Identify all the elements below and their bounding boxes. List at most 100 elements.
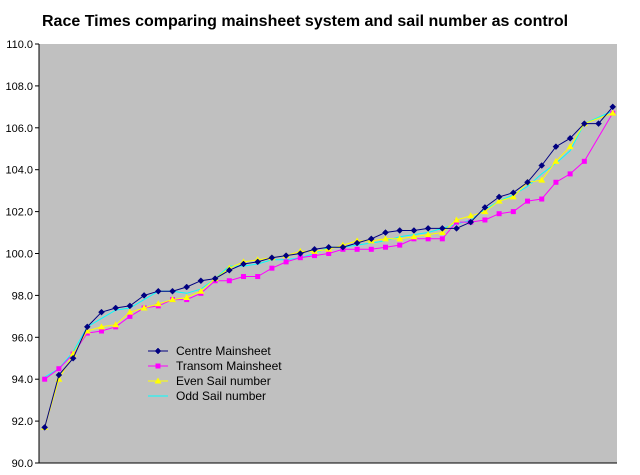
data-point [495,193,503,201]
y-tick-label: 104.0 [5,165,33,177]
data-point [580,120,588,127]
data-point [524,178,531,186]
legend-item: Odd Sail number [148,389,266,403]
data-point [296,250,304,257]
data-point [127,313,133,319]
data-point [382,235,390,242]
data-point [56,366,62,372]
data-point [567,171,573,177]
data-point [197,287,205,294]
data-point [183,293,191,300]
data-point [98,308,105,316]
data-point [154,377,162,384]
legend-label: Transom Mainsheet [176,359,282,373]
data-point [481,208,489,215]
data-point [112,304,120,312]
data-point [211,275,219,282]
data-point [55,371,63,379]
y-tick-label: 90.0 [12,458,33,470]
data-point [126,302,134,310]
y-tick-label: 102.0 [5,207,33,219]
data-point [112,321,120,328]
data-point [168,296,176,303]
data-point [609,109,617,116]
series-layer [41,103,617,431]
data-point [453,216,461,223]
data-point [297,255,303,261]
data-point [509,193,517,200]
data-point [197,277,205,285]
data-point [367,235,375,243]
data-point [510,209,516,215]
data-point [255,274,261,280]
data-point [382,229,389,236]
data-point [126,308,134,315]
data-point [269,265,275,271]
data-point [41,424,49,431]
legend-item: Even Sail number [148,374,271,388]
data-point [566,143,574,150]
data-point [566,134,574,142]
y-tick-label: 92.0 [12,416,33,428]
data-point [595,120,602,127]
data-point [539,196,545,202]
legend-item: Centre Mainsheet [148,344,271,358]
data-point [581,158,587,164]
data-point [467,212,475,219]
data-point [268,254,276,262]
data-point [339,243,347,251]
data-point [495,197,503,204]
data-point [609,103,617,111]
data-point [424,225,432,232]
data-point [453,225,460,232]
series-centre-mainsheet [41,103,617,431]
data-point [438,225,446,232]
y-tick-label: 94.0 [12,374,33,386]
data-point [397,242,403,248]
data-point [325,243,333,251]
data-point [83,323,91,331]
data-point [410,227,418,234]
data-point [42,376,48,382]
y-tick-label: 100.0 [5,249,33,261]
data-point [396,227,404,234]
data-point [155,363,161,369]
data-point [154,287,162,295]
data-point [240,260,247,268]
y-tick-label: 106.0 [5,123,33,135]
data-point [553,179,559,185]
data-point [552,157,560,164]
data-point [183,283,191,291]
data-point [282,252,290,259]
data-point [467,218,475,226]
axes: 90.0 92.0 94.0 96.0 98.0 100.0 102.0 104.0 106.0… [5,39,617,470]
y-tick-label: 96.0 [12,332,33,344]
data-point [425,236,431,242]
chart-title: Race Times comparing mainsheet system an… [42,13,568,30]
data-point [525,198,531,204]
data-point [439,236,445,242]
y-tick-label: 108.0 [5,81,33,93]
data-point [169,287,176,295]
data-point [353,239,361,247]
data-point [496,211,502,217]
legend-label: Odd Sail number [176,389,266,403]
legend-item: Transom Mainsheet [148,359,282,373]
data-point [396,235,404,242]
data-point [83,327,91,334]
data-point [154,347,162,355]
data-point [254,258,262,266]
data-point [538,176,546,183]
series-even-sail-number [41,109,617,430]
data-point [481,204,489,211]
data-point [354,246,360,252]
data-point [424,231,432,238]
data-point [226,278,232,284]
data-point [225,266,233,274]
data-point [538,162,546,169]
legend-label: Centre Mainsheet [176,344,271,358]
data-point [140,304,148,311]
